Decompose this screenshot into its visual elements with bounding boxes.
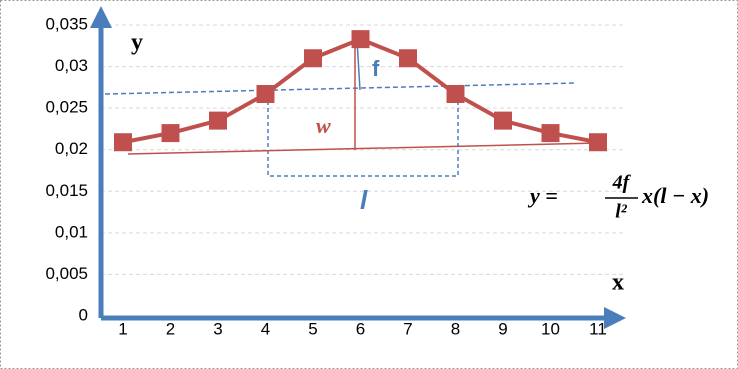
x-arrow <box>604 307 626 329</box>
span-bracket <box>267 94 459 177</box>
data-marker <box>114 133 132 152</box>
l-label: l <box>360 185 368 215</box>
data-marker <box>541 124 560 143</box>
w-label: w <box>316 113 331 138</box>
x-tick-label: 7 <box>403 319 412 338</box>
formula-lhs: y = <box>527 183 558 208</box>
x-tick-label: 3 <box>213 319 222 338</box>
x-tick-label: 2 <box>166 319 175 338</box>
data-marker <box>446 85 465 104</box>
data-marker <box>161 124 180 143</box>
y-tick-label: 0 <box>79 305 88 324</box>
y-axis-label: y <box>131 30 143 56</box>
data-marker <box>589 133 607 152</box>
y-tick-label: 0,035 <box>45 14 88 33</box>
x-tick-label: 9 <box>498 319 507 338</box>
f-label: f <box>372 56 380 81</box>
x-tick-label: 1 <box>118 319 127 338</box>
y-tick-label: 0,03 <box>55 56 88 75</box>
chord-line <box>127 142 599 155</box>
f-line <box>356 39 361 91</box>
y-tick-label: 0,025 <box>45 98 88 117</box>
formula: y = 4f l² x(l − x) <box>527 172 709 223</box>
data-marker <box>209 111 227 130</box>
formula-numerator: 4f <box>612 172 632 194</box>
tangent-line <box>104 82 576 95</box>
x-tick-label: 6 <box>356 319 365 338</box>
y-tick-label: 0,02 <box>55 139 88 158</box>
data-marker <box>351 30 370 49</box>
data-marker <box>256 85 275 104</box>
x-tick-label: 4 <box>261 319 270 338</box>
x-tick-label: 5 <box>308 319 317 338</box>
data-marker <box>304 49 322 68</box>
x-tick-label: 10 <box>541 319 560 338</box>
data-marker <box>399 49 417 68</box>
plot <box>114 30 607 152</box>
grid <box>101 24 625 275</box>
x-axis-label: x <box>612 270 624 296</box>
formula-denominator: l² <box>615 201 628 223</box>
y-tick-label: 0,005 <box>45 264 88 283</box>
data-marker <box>494 111 512 130</box>
x-tick-label: 11 <box>589 319 607 338</box>
x-tick-label: 8 <box>451 319 460 338</box>
y-tick-label: 0,015 <box>45 181 88 200</box>
y-arrow <box>90 6 112 28</box>
formula-rhs: x(l − x) <box>641 183 709 208</box>
y-tick-label: 0,01 <box>55 222 88 241</box>
